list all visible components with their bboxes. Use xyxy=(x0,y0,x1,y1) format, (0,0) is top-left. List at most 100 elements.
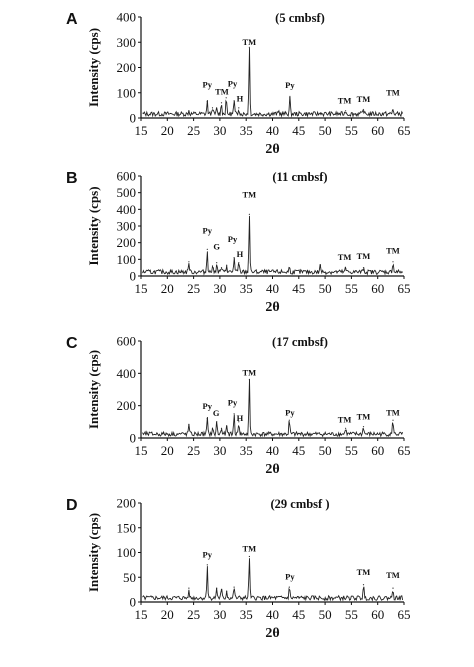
x-tick-label: 20 xyxy=(161,607,174,622)
peak-point xyxy=(345,267,347,270)
peak-point xyxy=(238,107,240,109)
x-tick-label: 55 xyxy=(345,607,358,622)
peak-annotation: Py xyxy=(203,401,213,411)
peak-point xyxy=(188,423,190,425)
x-tick-label: 35 xyxy=(240,607,253,622)
peak-point xyxy=(226,264,228,266)
x-tick-label: 20 xyxy=(161,443,174,458)
x-tick-label: 50 xyxy=(319,443,332,458)
peak-point xyxy=(248,379,250,381)
x-tick-label: 25 xyxy=(187,443,200,458)
peak-point xyxy=(220,427,223,429)
peak-annotation: Py xyxy=(285,80,295,90)
x-tick-label: 45 xyxy=(292,607,305,622)
y-tick-label: 500 xyxy=(117,185,137,200)
x-tick-label: 30 xyxy=(213,123,226,138)
peak-annotation: TM xyxy=(357,251,371,261)
y-tick-label: 200 xyxy=(117,60,137,75)
peak-point xyxy=(248,555,250,558)
x-tick-label: 30 xyxy=(213,443,226,458)
peak-annotation: TM xyxy=(243,190,257,200)
y-tick-label: 300 xyxy=(117,35,137,50)
y-axis-label: Intensity (cps) xyxy=(86,186,101,265)
x-axis-label: 2θ xyxy=(265,626,279,641)
y-tick-label: 600 xyxy=(117,169,137,184)
peak-annotation: Py xyxy=(203,226,213,236)
peak-point xyxy=(392,587,394,589)
y-tick-label: 150 xyxy=(117,520,137,535)
y-tick-label: 400 xyxy=(117,202,137,217)
peak-point xyxy=(225,97,227,99)
peak-point xyxy=(362,584,365,586)
peak-annotation: Py xyxy=(228,398,238,408)
y-tick-label: 200 xyxy=(117,398,137,413)
peak-point xyxy=(211,107,214,109)
peak-point xyxy=(278,111,280,113)
peak-point xyxy=(345,427,347,429)
peak-point xyxy=(392,261,394,263)
peak-point xyxy=(362,267,365,269)
peak-annotation: H xyxy=(237,413,244,423)
peak-annotation: TM xyxy=(386,570,400,580)
y-tick-label: 100 xyxy=(117,252,137,267)
panel-label: A xyxy=(66,11,78,28)
peak-annotation: TM xyxy=(338,252,352,262)
y-tick-label: 0 xyxy=(130,269,137,284)
peak-point xyxy=(211,427,214,429)
panel-label: C xyxy=(66,335,78,352)
x-tick-label: 50 xyxy=(319,123,332,138)
y-tick-label: 100 xyxy=(117,545,137,560)
x-tick-label: 15 xyxy=(135,607,148,622)
x-tick-label: 60 xyxy=(371,123,384,138)
peak-point xyxy=(220,267,223,269)
x-tick-label: 65 xyxy=(398,281,411,296)
y-tick-label: 300 xyxy=(117,219,137,234)
x-tick-label: 65 xyxy=(398,607,411,622)
peak-point xyxy=(216,108,218,110)
peak-annotation: Py xyxy=(285,407,295,417)
x-tick-label: 25 xyxy=(187,123,200,138)
peak-annotation: TM xyxy=(357,567,371,577)
x-tick-label: 40 xyxy=(266,443,279,458)
x-tick-label: 15 xyxy=(135,281,148,296)
x-axis-label: 2θ xyxy=(265,462,279,477)
peak-point xyxy=(238,421,240,423)
peak-annotation: TM xyxy=(215,86,229,96)
x-tick-label: 25 xyxy=(187,281,200,296)
peak-point xyxy=(188,587,190,589)
x-tick-label: 30 xyxy=(213,607,226,622)
y-tick-label: 50 xyxy=(123,570,136,585)
peak-annotation: Py xyxy=(228,234,238,244)
peak-point xyxy=(392,419,394,421)
y-tick-label: 200 xyxy=(117,235,137,250)
peak-point xyxy=(216,587,218,589)
peak-point xyxy=(226,590,228,592)
x-tick-label: 35 xyxy=(240,123,253,138)
peak-point xyxy=(288,586,290,588)
y-tick-label: 200 xyxy=(117,496,137,511)
x-tick-label: 35 xyxy=(240,443,253,458)
y-axis-label: Intensity (cps) xyxy=(86,28,101,107)
x-tick-label: 20 xyxy=(161,123,174,138)
peak-annotation: TM xyxy=(338,415,352,425)
peak-point xyxy=(362,426,365,428)
peak-point xyxy=(233,257,235,259)
peak-annotation: Py xyxy=(203,549,213,559)
peak-annotation: TM xyxy=(338,95,352,105)
peak-annotation: TM xyxy=(357,411,371,421)
x-tick-label: 15 xyxy=(135,123,148,138)
peak-point xyxy=(206,101,208,103)
x-tick-label: 55 xyxy=(345,123,358,138)
peak-annotation: TM xyxy=(243,367,257,377)
peak-annotation: H xyxy=(237,249,244,259)
peak-point xyxy=(248,46,250,48)
panel-title: (5 cmbsf) xyxy=(275,11,325,25)
series-line xyxy=(142,378,404,438)
x-axis-label: 2θ xyxy=(265,142,279,157)
peak-annotation: TM xyxy=(386,246,400,256)
x-tick-label: 60 xyxy=(371,443,384,458)
panel-label: B xyxy=(66,170,78,187)
x-tick-label: 45 xyxy=(292,281,305,296)
series-line xyxy=(142,558,404,602)
peak-annotation: Py xyxy=(203,80,213,90)
